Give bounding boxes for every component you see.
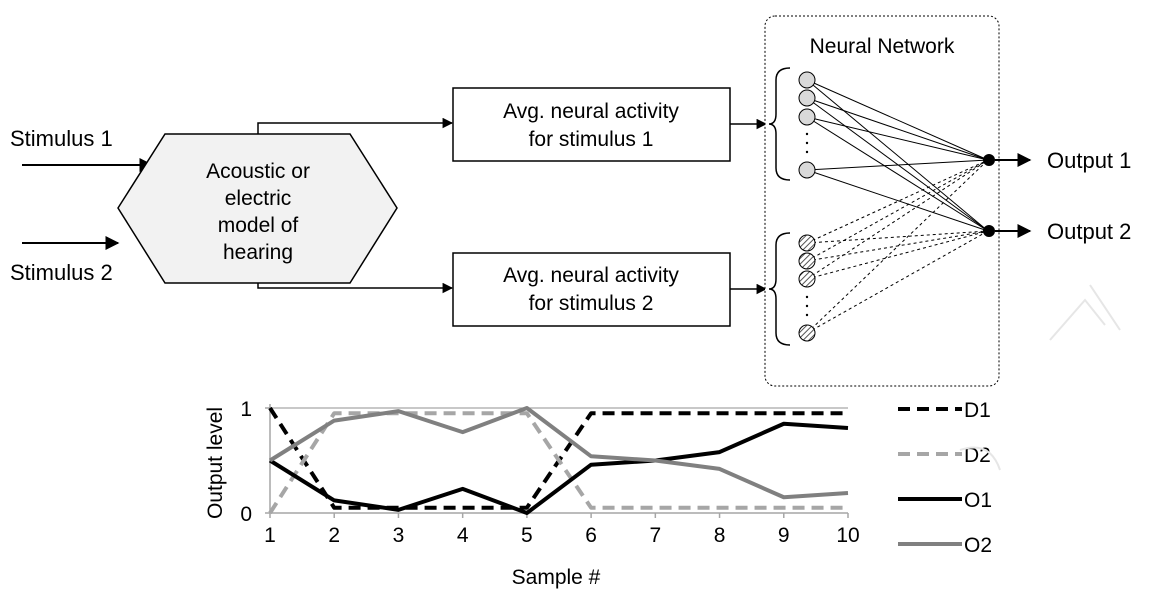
- neural-network-title: Neural Network: [810, 35, 955, 58]
- x-tick-label: 9: [778, 524, 790, 547]
- activity-box-2-line-1: Avg. neural activity: [503, 264, 679, 287]
- output-2-label: Output 2: [1047, 219, 1131, 244]
- x-tick-label: 1: [264, 524, 276, 547]
- chart-y-tick-labels: 01: [240, 398, 252, 526]
- group-2-brace: [768, 232, 791, 346]
- input-neuron: [798, 71, 816, 89]
- x-tick-label: 3: [393, 524, 405, 547]
- activity-box-stimulus-1: [452, 87, 731, 162]
- stimulus-2-label: Stimulus 2: [10, 260, 113, 285]
- x-tick-label: 4: [457, 524, 469, 547]
- x-tick-label: 5: [521, 524, 533, 547]
- x-tick-label: 8: [714, 524, 726, 547]
- output-neuron-2: [983, 225, 995, 237]
- chart-ticks: [265, 407, 849, 518]
- activity-box-1-line-1: Avg. neural activity: [503, 100, 679, 123]
- group-1-connections: [806, 79, 989, 232]
- hearing-model-hexagon: [117, 133, 398, 284]
- input-neuron: [798, 108, 816, 126]
- model-line-3: model of: [218, 214, 299, 237]
- series-line-d2: [268, 411, 848, 515]
- model-line-4: hearing: [223, 241, 293, 264]
- group-2-ellipsis: [805, 295, 809, 317]
- input-neuron: [798, 234, 816, 252]
- model-to-box-2-arrow: [257, 282, 454, 294]
- x-tick-label: 7: [649, 524, 661, 547]
- input-neuron: [798, 270, 816, 288]
- model-to-box-1-arrow: [257, 117, 454, 134]
- output-neuron-1: [983, 154, 995, 166]
- group-2-neurons: [798, 234, 816, 342]
- group-2-connections: [806, 159, 989, 334]
- y-tick-label: 0: [240, 503, 252, 526]
- chart-y-axis-label: Output level: [204, 407, 227, 519]
- activity-box-2-line-2: for stimulus 2: [529, 292, 654, 315]
- group-1-brace: [768, 67, 791, 181]
- input-neuron: [798, 252, 816, 270]
- legend-label-o1: O1: [964, 489, 992, 512]
- y-tick-label: 1: [240, 398, 252, 421]
- series-line-o2: [268, 406, 849, 500]
- output-1-label: Output 1: [1047, 148, 1131, 173]
- input-neuron: [798, 324, 816, 342]
- chart-x-axis-label: Sample #: [512, 566, 601, 589]
- faint-watermark: [959, 284, 1121, 471]
- group-1-neurons: [798, 71, 816, 179]
- legend-label-d1: D1: [964, 399, 991, 422]
- input-neuron: [798, 161, 816, 179]
- x-tick-label: 2: [328, 524, 340, 547]
- x-tick-label: 6: [585, 524, 597, 547]
- chart-series: [268, 406, 849, 515]
- chart-x-tick-labels: 1 2 3 4 5 6 7 8 9 10: [264, 524, 860, 547]
- input-neuron: [798, 89, 816, 107]
- model-line-2: electric: [225, 187, 292, 210]
- neural-network-panel: [764, 15, 1000, 387]
- legend-label-o2: O2: [964, 534, 992, 557]
- activity-box-1-line-2: for stimulus 1: [529, 128, 654, 151]
- line-chart: 1 2 3 4 5 6 7 8 9 10 01 Sample # Output level D1D…: [204, 398, 992, 589]
- model-line-1: Acoustic or: [206, 160, 310, 183]
- x-tick-label: 10: [836, 524, 859, 547]
- group-1-ellipsis: [805, 132, 809, 154]
- stimulus-1-label: Stimulus 1: [10, 126, 113, 151]
- series-line-o1: [268, 421, 849, 515]
